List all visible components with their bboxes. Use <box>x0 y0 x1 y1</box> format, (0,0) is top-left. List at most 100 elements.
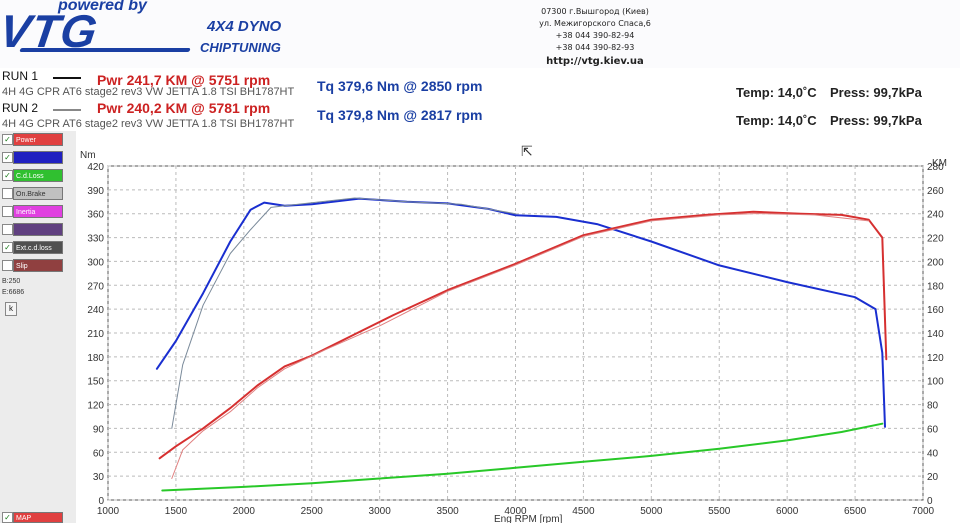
channel-label-map: MAP <box>13 512 63 523</box>
channel-toggle-torque[interactable]: ✓ <box>1 151 75 165</box>
x-tick-label: 5500 <box>708 506 731 517</box>
y-left-tick-label: 210 <box>87 329 104 340</box>
channel-toggle-ext-cd-loss[interactable]: ✓ Ext.c.d.loss <box>1 241 75 255</box>
x-tick-label: 6000 <box>776 506 799 517</box>
address-line-2: ул. Межигорского Спаса,6 <box>539 19 651 28</box>
series-line-2 <box>158 210 888 460</box>
channel-toggle-inertia[interactable]: Inertia <box>1 205 75 219</box>
x-tick-label: 3000 <box>369 506 392 517</box>
checkbox-icon[interactable]: ✓ <box>2 242 13 253</box>
run-1-line-swatch <box>53 77 81 79</box>
dyno-title: 4X4 DYNO <box>207 18 282 35</box>
chart-background <box>76 146 960 523</box>
checkbox-icon[interactable] <box>2 206 13 217</box>
run-2-description: 4H 4G CPR AT6 stage2 rev3 VW JETTA 1.8 T… <box>2 118 295 130</box>
x-axis-title: Eng RPM [rpm] <box>494 514 563 523</box>
run-2-line-swatch <box>53 109 81 111</box>
y-right-tick-label: 280 <box>927 162 944 173</box>
channel-label-aux <box>13 223 63 236</box>
logo-powered-by: powered by <box>58 0 147 14</box>
y-left-tick-label: 30 <box>93 472 105 483</box>
b-value: B:250 <box>2 278 21 285</box>
logo-swoosh-icon <box>19 48 191 52</box>
channel-label-on-brake: On.Brake <box>13 187 63 200</box>
y-left-tick-label: 180 <box>87 353 104 364</box>
x-tick-label: 2000 <box>233 506 256 517</box>
run-2-power: Pwr 240,2 KM @ 5781 rpm <box>97 100 271 116</box>
y-left-tick-label: 150 <box>87 377 104 388</box>
website-url: http://vtg.kiev.ua <box>546 56 644 67</box>
y-left-tick-label: 330 <box>87 234 104 245</box>
checkbox-icon[interactable]: ✓ <box>2 152 13 163</box>
checkbox-icon[interactable] <box>2 188 13 199</box>
run-2-temp: Temp: 14,0˚C <box>736 113 817 128</box>
checkbox-icon[interactable] <box>2 260 13 271</box>
run-2-label: RUN 2 <box>2 101 39 115</box>
y-left-tick-label: 390 <box>87 186 104 197</box>
y-left-tick-label: 60 <box>93 448 105 459</box>
series-line-0 <box>155 197 886 428</box>
report-header: powered by VTG 4X4 DYNO CHIPTUNING 07300… <box>0 0 960 68</box>
y-right-tick-label: 200 <box>927 257 944 268</box>
x-tick-label: 7000 <box>912 506 935 517</box>
series-line-1 <box>171 197 516 429</box>
channel-label-inertia: Inertia <box>13 205 63 218</box>
y-axis-left-title: Nm <box>80 150 96 161</box>
channel-toggle-on-brake[interactable]: On.Brake <box>1 187 75 201</box>
channel-toggle-map[interactable]: ✓ MAP <box>1 512 75 523</box>
checkbox-icon[interactable]: ✓ <box>2 170 13 181</box>
x-tick-label: 6500 <box>844 506 867 517</box>
y-right-tick-label: 0 <box>927 496 933 507</box>
channel-label-torque <box>13 151 63 164</box>
chart-series <box>155 197 888 492</box>
phone-1: +38 044 390-82-94 <box>555 31 635 40</box>
k-button[interactable]: k <box>5 302 17 316</box>
y-right-tick-label: 240 <box>927 210 944 221</box>
dyno-chart: 1000 1500 2000 2500 3000 3500 4000 4500 5000 5500… <box>76 146 960 523</box>
series-line-4 <box>161 422 884 492</box>
channel-label-ext-cd-loss: Ext.c.d.loss <box>13 241 63 254</box>
y-right-tick-label: 180 <box>927 281 944 292</box>
channel-toggle-slip[interactable]: Slip <box>1 259 75 273</box>
channel-toolbar: ✓ Power ✓ ✓ C.d.Loss On.Brake Inertia ✓ … <box>0 131 76 523</box>
y-right-tick-label: 140 <box>927 329 944 340</box>
checkbox-icon[interactable]: ✓ <box>2 512 13 523</box>
x-tick-label: 3500 <box>436 506 459 517</box>
run-1-torque: Tq 379,6 Nm @ 2850 rpm <box>317 78 483 94</box>
address-line-1: 07300 г.Вышгород (Киев) <box>541 7 649 16</box>
channel-toggle-power[interactable]: ✓ Power <box>1 133 75 147</box>
channel-toggle-cd-loss[interactable]: ✓ C.d.Loss <box>1 169 75 183</box>
phone-2: +38 044 390-82-93 <box>555 43 635 52</box>
channel-toggle-aux[interactable] <box>1 223 75 237</box>
x-tick-label: 4000 <box>504 506 527 517</box>
channel-label-cd-loss: C.d.Loss <box>13 169 63 182</box>
y-left-tick-label: 360 <box>87 210 104 221</box>
series-line-3 <box>171 213 870 479</box>
run-1-power: Pwr 241,7 KM @ 5751 rpm <box>97 72 271 88</box>
chart-ticks: 1000 1500 2000 2500 3000 3500 4000 4500 5000 5500… <box>87 162 944 517</box>
run-2-pressure: Press: 99,7kPa <box>830 113 922 128</box>
y-right-tick-label: 260 <box>927 186 944 197</box>
y-right-tick-label: 40 <box>927 448 939 459</box>
checkbox-icon[interactable]: ✓ <box>2 134 13 145</box>
mouse-cursor-icon: ⇱ <box>521 143 533 159</box>
y-left-tick-label: 270 <box>87 281 104 292</box>
x-tick-label: 5000 <box>640 506 663 517</box>
contact-block: 07300 г.Вышгород (Киев) ул. Межигорского… <box>520 6 670 68</box>
y-right-tick-label: 60 <box>927 424 939 435</box>
dyno-subtitle: CHIPTUNING <box>200 40 281 55</box>
y-left-tick-label: 240 <box>87 305 104 316</box>
y-axis-right-title: KM <box>932 158 947 169</box>
y-left-tick-label: 420 <box>87 162 104 173</box>
run-1-temp: Temp: 14,0˚C <box>736 85 817 100</box>
y-right-tick-label: 160 <box>927 305 944 316</box>
checkbox-icon[interactable] <box>2 224 13 235</box>
x-tick-label: 2500 <box>301 506 324 517</box>
y-right-tick-label: 220 <box>927 234 944 245</box>
x-tick-label: 4500 <box>572 506 595 517</box>
y-left-tick-label: 120 <box>87 401 104 412</box>
run-1-description: 4H 4G CPR AT6 stage2 rev3 VW JETTA 1.8 T… <box>2 86 295 98</box>
run-1-label: RUN 1 <box>2 69 39 83</box>
e-value: E:6686 <box>2 289 25 296</box>
y-left-tick-label: 0 <box>98 496 104 507</box>
